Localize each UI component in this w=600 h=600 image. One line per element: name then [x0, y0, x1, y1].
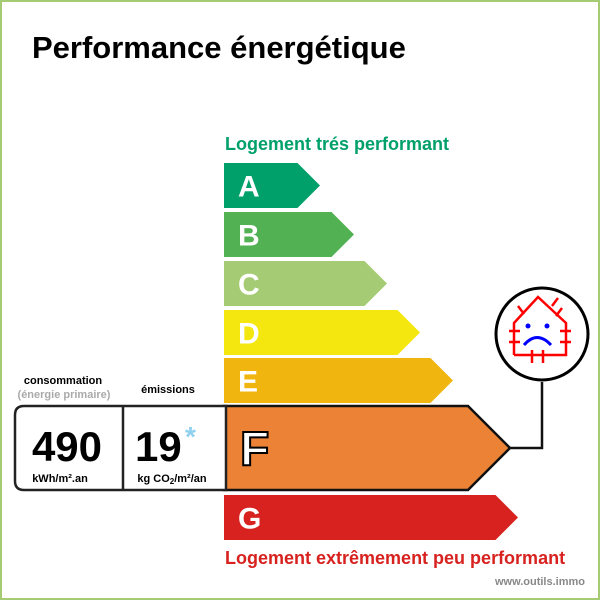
class-bar-d [224, 310, 420, 355]
bottom-label: Logement extrêmement peu performant [225, 548, 565, 568]
class-bar-a [224, 163, 320, 208]
consumption-sublabel: (énergie primaire) [18, 389, 111, 401]
class-letter-a: A [238, 171, 260, 204]
values-box [13, 404, 228, 492]
consumption-unit: kWh/m².an [32, 473, 88, 485]
class-bar-e [224, 358, 453, 403]
page-title: Performance énergétique [32, 30, 406, 65]
class-letter-c: C [238, 269, 260, 302]
emissions-unit: kg CO2/m²/an [137, 473, 207, 486]
connector-line [508, 382, 544, 450]
class-letter-f: F [240, 423, 269, 476]
consumption-value: 490 [32, 423, 102, 470]
asterisk: * [185, 421, 196, 452]
consumption-label: consommation [24, 375, 103, 387]
top-label: Logement trés performant [225, 134, 449, 154]
class-bar-b [224, 212, 354, 257]
class-letter-b: B [238, 220, 260, 253]
class-letter-e: E [238, 366, 258, 399]
sad-house-heat-loss-icon [494, 286, 590, 382]
watermark: www.outils.immo [494, 576, 585, 588]
emissions-value: 19 [135, 423, 182, 470]
emissions-label: émissions [141, 384, 195, 396]
class-bar-c [224, 261, 387, 306]
class-letter-d: D [238, 318, 260, 351]
class-bar-g [224, 495, 518, 540]
class-letter-g: G [238, 503, 261, 536]
